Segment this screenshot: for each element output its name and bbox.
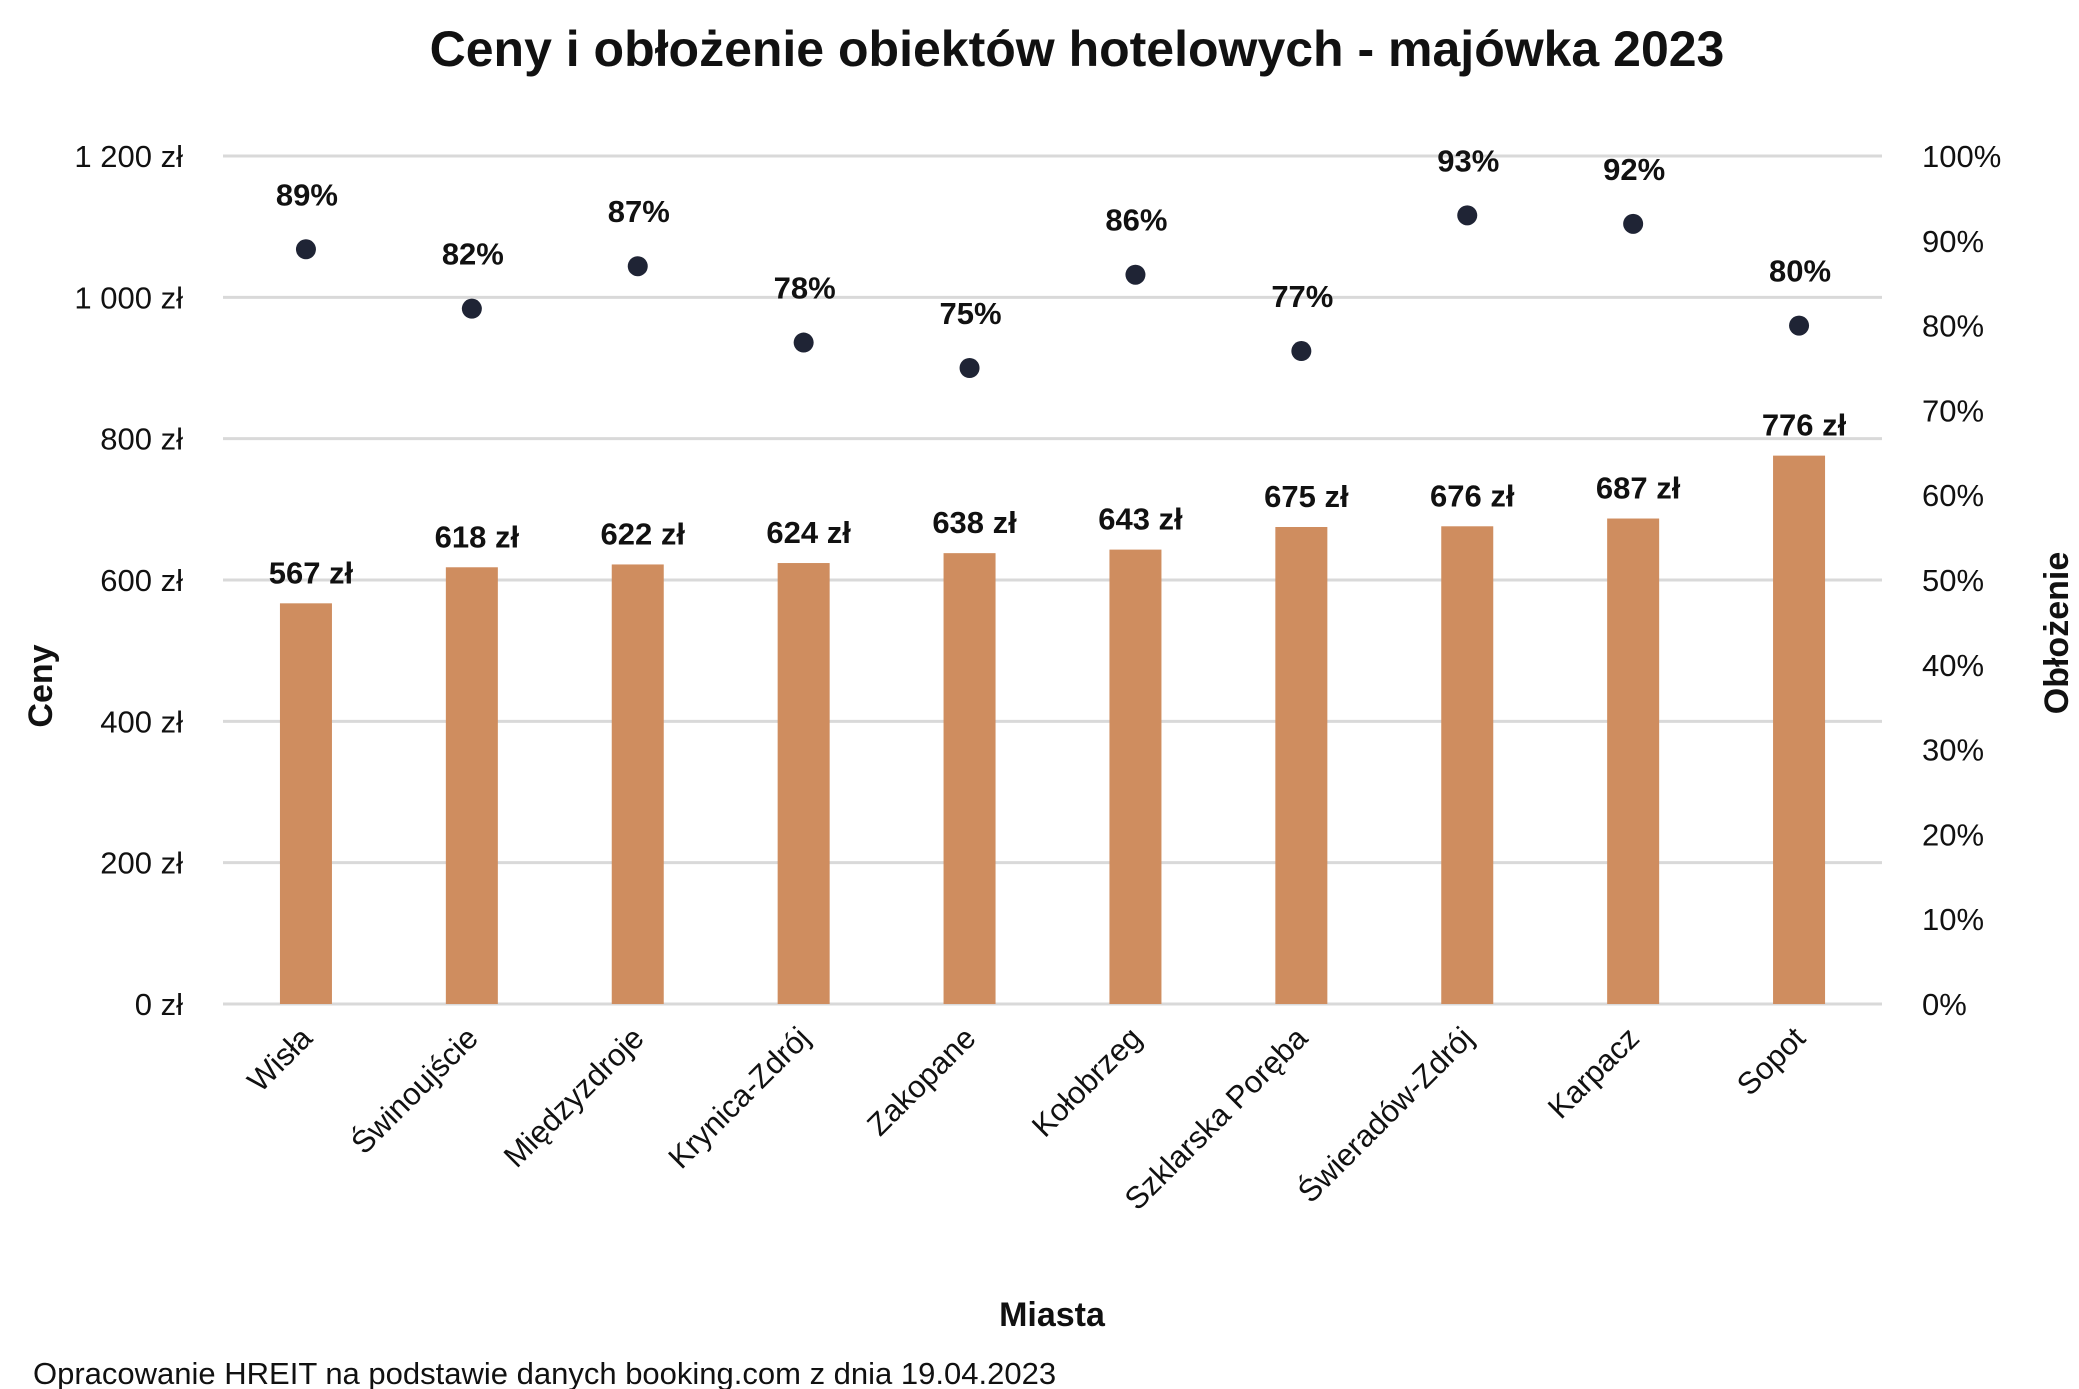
scatter-point: [1457, 205, 1478, 226]
y-tick-label: 600 zł: [100, 563, 183, 598]
scatter-data-label: 92%: [1603, 152, 1665, 187]
scatter-data-label: 89%: [276, 177, 338, 212]
y2-tick-label: 0%: [1922, 987, 1967, 1022]
bar: [445, 567, 498, 1004]
bar: [1275, 527, 1328, 1004]
bar: [1773, 455, 1826, 1004]
bar-data-label: 624 zł: [766, 515, 851, 550]
scatter-point: [461, 298, 482, 319]
bar: [1441, 526, 1494, 1004]
scatter-point: [627, 256, 648, 277]
scatter-data-label: 80%: [1769, 254, 1831, 289]
bar: [611, 564, 664, 1004]
scatter-data-label: 78%: [774, 271, 836, 306]
x-tick-label: Kołobrzeg: [1025, 1020, 1148, 1143]
bar: [1607, 518, 1660, 1004]
bar: [777, 563, 830, 1004]
scatter-data-label: 87%: [608, 194, 670, 229]
bar-data-label: 776 zł: [1762, 408, 1847, 443]
y2-tick-label: 100%: [1922, 139, 2001, 174]
y2-tick-label: 60%: [1922, 478, 1984, 513]
x-tick-label: Wisła: [241, 1020, 320, 1099]
scatter-data-label: 86%: [1105, 203, 1167, 238]
y2-tick-label: 90%: [1922, 224, 1984, 259]
bar-data-label: 618 zł: [435, 519, 520, 554]
scatter-point: [959, 358, 980, 378]
scatter-data-label: 75%: [940, 296, 1002, 331]
gridlines: [223, 154, 1882, 1006]
scatter-point: [1789, 315, 1810, 336]
y-tick-label: 800 zł: [100, 422, 183, 457]
scatter-series: 89% 82% 87% 78% 75% 86% 77% 93% 92% 80%: [276, 143, 1831, 378]
y-tick-label: 1 000 zł: [74, 280, 183, 315]
scatter-data-label: 82%: [442, 237, 504, 272]
y-tick-label: 0 zł: [135, 987, 183, 1022]
y-tick-label: 400 zł: [100, 704, 183, 739]
y-axis-right: 0% 10% 20% 30% 40% 50% 60% 70% 80% 90% 100%: [1922, 139, 2001, 1022]
x-tick-label: Karpacz: [1541, 1020, 1646, 1125]
bar-data-label: 567 zł: [269, 555, 354, 590]
x-tick-label: Krynica-Zdrój: [662, 1020, 817, 1175]
footnote: Opracowanie HREIT na podstawie danych bo…: [33, 1356, 1056, 1389]
x-axis-title: Miasta: [999, 1296, 1106, 1334]
scatter-point: [793, 332, 814, 353]
bar-data-label: 622 zł: [601, 516, 686, 551]
x-tick-label: Zakopane: [860, 1020, 982, 1142]
scatter-data-label: 93%: [1437, 143, 1499, 178]
scatter-point: [295, 239, 316, 260]
bar: [1109, 549, 1162, 1004]
scatter-data-label: 77%: [1271, 279, 1333, 314]
scatter-point: [1125, 264, 1146, 285]
x-tick-label: Świnoujście: [344, 1019, 485, 1160]
chart-title: Ceny i obłożenie obiektów hotelowych - m…: [430, 21, 1725, 77]
bar: [279, 603, 332, 1004]
y2-tick-label: 80%: [1922, 309, 1984, 344]
bar-data-label: 638 zł: [932, 505, 1017, 540]
scatter-point: [1623, 213, 1644, 234]
bar: [943, 553, 996, 1004]
y2-tick-label: 30%: [1922, 733, 1984, 768]
y2-tick-label: 70%: [1922, 393, 1984, 428]
y-tick-label: 1 200 zł: [74, 139, 183, 174]
x-tick-label: Świeradów-Zdrój: [1290, 1019, 1480, 1209]
x-tick-label: Międzyzdroje: [497, 1020, 651, 1174]
bar-data-label: 676 zł: [1430, 478, 1515, 513]
y2-tick-label: 40%: [1922, 648, 1984, 683]
bar-series: 567 zł 618 zł 622 zł 624 zł 638 zł 643 zł 675 …: [269, 408, 1847, 1004]
y2-axis-title: Obłożenie: [2038, 552, 2076, 714]
y2-tick-label: 50%: [1922, 563, 1984, 598]
bar-data-label: 687 zł: [1596, 471, 1681, 506]
x-tick-label: Szklarska Poręba: [1118, 1020, 1315, 1217]
y-axis-title: Ceny: [22, 644, 60, 727]
y-axis-left: 0 zł 200 zł 400 zł 600 zł 800 zł 1 000 zł 1 20…: [74, 139, 183, 1022]
y2-tick-label: 10%: [1922, 902, 1984, 937]
y-tick-label: 200 zł: [100, 846, 183, 881]
bar-data-label: 643 zł: [1098, 502, 1183, 537]
bar-data-label: 675 zł: [1264, 479, 1349, 514]
y2-tick-label: 20%: [1922, 817, 1984, 852]
x-axis: Wisła Świnoujście Międzyzdroje Krynica-Zdró…: [241, 1019, 1813, 1216]
scatter-point: [1291, 341, 1312, 362]
x-tick-label: Sopot: [1730, 1020, 1812, 1102]
